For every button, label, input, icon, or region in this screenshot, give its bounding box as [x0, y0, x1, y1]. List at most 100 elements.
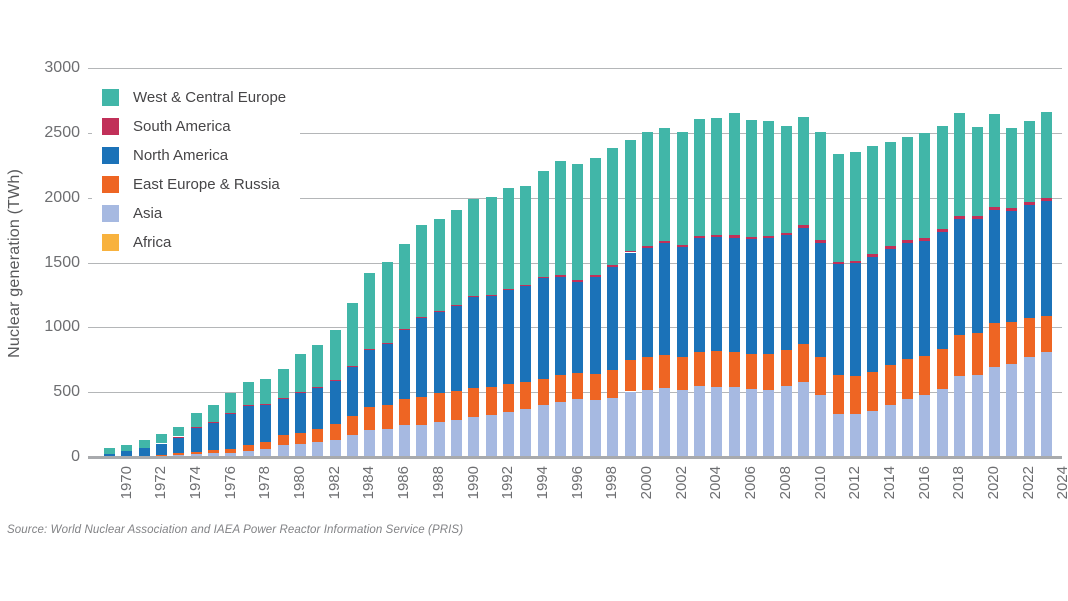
- bar-2016: [902, 69, 914, 458]
- bar-segment-asia: [763, 390, 775, 457]
- bar-segment-south_america: [711, 235, 723, 238]
- bar-segment-asia: [884, 405, 896, 457]
- bar-segment-west_central_europe: [121, 444, 133, 451]
- bar-segment-asia: [954, 376, 966, 457]
- bar-1996: [555, 69, 567, 458]
- bar-segment-west_central_europe: [659, 127, 671, 242]
- bar-segment-north_america: [242, 405, 254, 446]
- bar-segment-west_central_europe: [815, 131, 827, 241]
- bar-segment-south_america: [1006, 207, 1018, 211]
- bar-segment-north_america: [728, 237, 740, 352]
- bar-segment-north_america: [745, 238, 757, 354]
- bar-segment-asia: [607, 397, 619, 457]
- bar-segment-north_america: [156, 443, 168, 455]
- legend-item-south-america: South America: [102, 118, 286, 135]
- bar-segment-west_central_europe: [451, 210, 462, 306]
- bar-segment-south_america: [954, 215, 966, 219]
- bar-segment-south_america: [641, 246, 653, 248]
- bar-1993: [503, 69, 515, 458]
- bar-1980: [277, 69, 289, 458]
- x-tick-label-1986: 1986: [395, 466, 413, 500]
- x-tick-label-2020: 2020: [985, 466, 1002, 500]
- legend-swatch-icon: [102, 147, 119, 164]
- bar-segment-west_central_europe: [954, 113, 966, 216]
- bar-1994: [520, 69, 532, 458]
- bar-segment-west_central_europe: [346, 303, 358, 367]
- bar-segment-west_central_europe: [537, 171, 549, 278]
- bar-segment-south_america: [624, 251, 636, 253]
- bar-segment-north_america: [537, 278, 549, 379]
- x-tick-label-1978: 1978: [256, 466, 274, 500]
- x-tick-label-1996: 1996: [568, 466, 586, 500]
- bar-segment-south_america: [607, 265, 619, 267]
- bar-segment-asia: [433, 421, 445, 457]
- bar-segment-south_america: [728, 235, 740, 238]
- bar-1977: [225, 69, 237, 458]
- bar-segment-east_europe_russia: [676, 357, 688, 391]
- bar-segment-asia: [1006, 363, 1018, 457]
- x-axis-baseline: [88, 456, 1062, 459]
- bar-1981: [294, 69, 306, 458]
- bar-segment-east_europe_russia: [294, 432, 306, 445]
- legend-label: North America: [133, 147, 229, 164]
- bar-segment-east_europe_russia: [728, 351, 740, 387]
- x-tick-label-2006: 2006: [742, 466, 760, 500]
- bar-segment-east_europe_russia: [451, 390, 462, 421]
- bar-segment-east_europe_russia: [884, 364, 896, 406]
- bar-segment-south_america: [1040, 198, 1052, 202]
- bar-segment-west_central_europe: [381, 261, 393, 343]
- bar-segment-north_america: [624, 252, 636, 361]
- bar-segment-south_america: [398, 328, 410, 330]
- y-tick-label-500: 500: [53, 383, 80, 401]
- bar-segment-west_central_europe: [468, 199, 480, 296]
- bar-2005: [711, 69, 723, 458]
- bar-segment-west_central_europe: [503, 188, 515, 290]
- bar-segment-asia: [242, 450, 254, 458]
- bar-segment-north_america: [659, 243, 671, 355]
- x-tick-label-2010: 2010: [811, 466, 829, 500]
- bar-segment-south_america: [676, 245, 688, 247]
- bar-segment-south_america: [798, 224, 809, 228]
- bar-segment-east_europe_russia: [503, 383, 515, 412]
- bar-1999: [607, 69, 619, 458]
- bar-segment-south_america: [659, 241, 671, 244]
- bar-segment-south_america: [902, 239, 914, 243]
- bar-1991: [468, 69, 480, 458]
- bar-1987: [398, 69, 410, 458]
- legend-swatch-icon: [102, 118, 119, 135]
- bar-segment-north_america: [364, 350, 376, 408]
- bar-segment-asia: [815, 395, 827, 457]
- bar-1986: [381, 69, 393, 458]
- bar-segment-west_central_europe: [242, 381, 254, 406]
- bar-segment-south_america: [763, 235, 775, 238]
- x-tick-label-1972: 1972: [152, 466, 170, 500]
- legend: West & Central Europe South America North …: [92, 87, 301, 253]
- bar-segment-north_america: [1040, 201, 1052, 316]
- bar-segment-north_america: [850, 263, 862, 377]
- bar-segment-asia: [693, 385, 705, 457]
- bar-segment-asia: [728, 386, 740, 457]
- bar-segment-west_central_europe: [225, 392, 237, 413]
- bar-segment-west_central_europe: [745, 119, 757, 237]
- bar-segment-west_central_europe: [693, 118, 705, 236]
- bar-segment-east_europe_russia: [1040, 315, 1052, 353]
- bar-segment-west_central_europe: [312, 344, 324, 388]
- bar-1982: [312, 69, 324, 458]
- bar-segment-east_europe_russia: [971, 333, 983, 376]
- bar-segment-north_america: [954, 218, 966, 336]
- legend-item-east-europe-russia: East Europe & Russia: [102, 176, 286, 193]
- bar-segment-asia: [225, 453, 237, 458]
- x-tick-label-1982: 1982: [325, 466, 343, 500]
- bar-segment-north_america: [763, 237, 775, 355]
- bar-segment-south_america: [1023, 201, 1035, 205]
- bar-segment-south_america: [971, 215, 983, 219]
- bar-segment-east_europe_russia: [832, 375, 844, 414]
- bar-segment-asia: [398, 425, 410, 458]
- bar-segment-south_america: [433, 310, 445, 312]
- bar-1978: [242, 69, 254, 458]
- bar-segment-south_america: [520, 284, 532, 287]
- bar-segment-north_america: [572, 281, 584, 374]
- bar-segment-west_central_europe: [988, 114, 1000, 207]
- bar-1985: [364, 69, 376, 458]
- bar-segment-east_europe_russia: [398, 399, 410, 426]
